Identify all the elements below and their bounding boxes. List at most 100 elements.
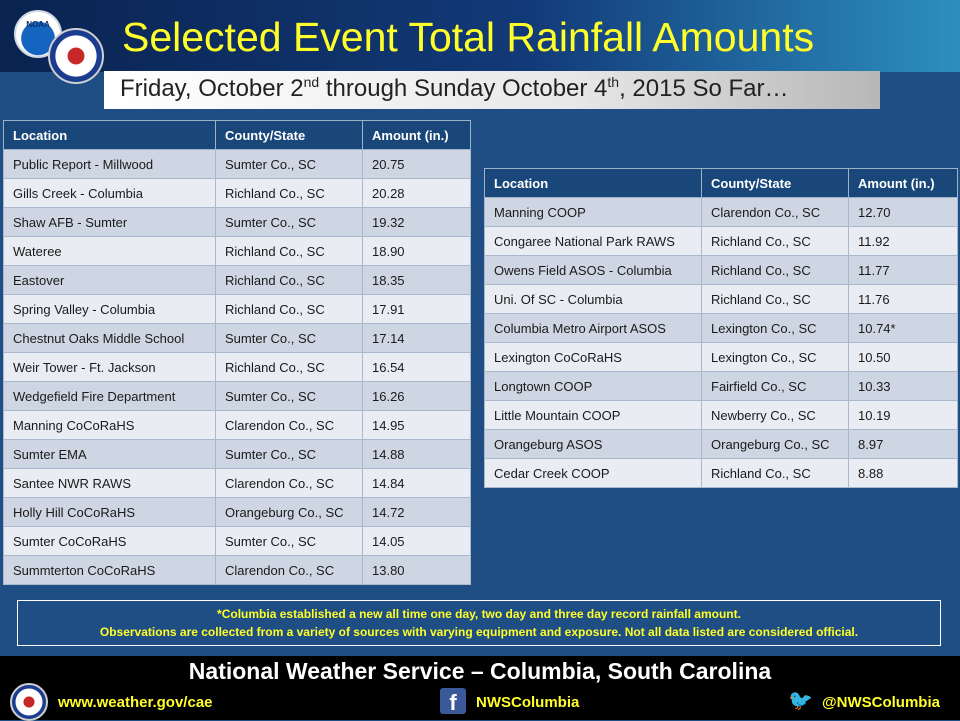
- table-row: Sumter CoCoRaHS Sumter Co., SC 14.05: [3, 526, 471, 556]
- table-row: Eastover Richland Co., SC 18.35: [3, 265, 471, 295]
- subtitle-bar: [104, 71, 880, 109]
- table-row: Wateree Richland Co., SC 18.90: [3, 236, 471, 266]
- county-cell: Clarendon Co., SC: [701, 197, 849, 227]
- footnote-record: *Columbia established a new all time one…: [217, 607, 741, 621]
- subtitle-mid: through Sunday October 4: [319, 75, 608, 102]
- location-cell: Sumter CoCoRaHS: [3, 526, 216, 556]
- amount-cell: 13.80: [362, 555, 471, 585]
- location-cell: Eastover: [3, 265, 216, 295]
- facebook-link[interactable]: NWSColumbia: [476, 694, 580, 711]
- county-cell: Orangeburg Co., SC: [701, 429, 849, 459]
- amount-cell: 14.88: [362, 439, 471, 469]
- county-cell: Fairfield Co., SC: [701, 371, 849, 401]
- county-cell: Richland Co., SC: [215, 352, 363, 382]
- amount-cell: 14.84: [362, 468, 471, 498]
- amount-cell: 8.97: [848, 429, 958, 459]
- table-row: Orangeburg ASOS Orangeburg Co., SC 8.97: [484, 429, 958, 459]
- county-cell: Richland Co., SC: [701, 226, 849, 256]
- location-cell: Wateree: [3, 236, 216, 266]
- table-row: Sumter EMA Sumter Co., SC 14.88: [3, 439, 471, 469]
- footnote-disclaimer: Observations are collected from a variet…: [99, 625, 859, 639]
- column-header: County/State: [215, 120, 363, 150]
- table-row: Wedgefield Fire Department Sumter Co., SC…: [3, 381, 471, 411]
- location-cell: Little Mountain COOP: [484, 400, 702, 430]
- location-cell: Holly Hill CoCoRaHS: [3, 497, 216, 527]
- amount-cell: 10.50: [848, 342, 958, 372]
- county-cell: Sumter Co., SC: [215, 526, 363, 556]
- footer-title: National Weather Service – Columbia, Sou…: [188, 658, 772, 684]
- county-cell: Sumter Co., SC: [215, 439, 363, 469]
- table-row: Columbia Metro Airport ASOS Lexington Co.…: [484, 313, 958, 343]
- column-header: Location: [484, 168, 702, 198]
- county-cell: Lexington Co., SC: [701, 313, 849, 343]
- amount-cell: 16.26: [362, 381, 471, 411]
- noaa-logo-text: NOAA: [26, 20, 50, 29]
- amount-cell: 8.88: [848, 458, 958, 488]
- table-row: Cedar Creek COOP Richland Co., SC 8.88: [484, 458, 958, 488]
- table-row: Longtown COOP Fairfield Co., SC 10.33: [484, 371, 958, 401]
- county-cell: Sumter Co., SC: [215, 381, 363, 411]
- amount-cell: 12.70: [848, 197, 958, 227]
- county-cell: Sumter Co., SC: [215, 323, 363, 353]
- nws-logo: [48, 28, 104, 84]
- county-cell: Orangeburg Co., SC: [215, 497, 363, 527]
- amount-cell: 17.91: [362, 294, 471, 324]
- county-cell: Clarendon Co., SC: [215, 468, 363, 498]
- rainfall-table-left: Location County/State Amount (in.) Public …: [3, 120, 471, 585]
- county-cell: Newberry Co., SC: [701, 400, 849, 430]
- column-header: Amount (in.): [362, 120, 471, 150]
- amount-cell: 11.92: [848, 226, 958, 256]
- column-header: County/State: [701, 168, 849, 198]
- county-cell: Richland Co., SC: [701, 255, 849, 285]
- amount-cell: 11.77: [848, 255, 958, 285]
- nws-logo-small: [10, 683, 48, 721]
- amount-cell: 10.33: [848, 371, 958, 401]
- subtitle-sup-1: nd: [303, 74, 320, 90]
- amount-cell: 20.75: [362, 149, 471, 179]
- location-cell: Manning CoCoRaHS: [3, 410, 216, 440]
- county-cell: Sumter Co., SC: [215, 207, 363, 237]
- location-cell: Congaree National Park RAWS: [484, 226, 702, 256]
- amount-cell: 17.14: [362, 323, 471, 353]
- amount-cell: 18.90: [362, 236, 471, 266]
- twitter-link[interactable]: @NWSColumbia: [822, 694, 940, 711]
- location-cell: Spring Valley - Columbia: [3, 294, 216, 324]
- facebook-icon[interactable]: f: [440, 688, 466, 715]
- table-row: Uni. Of SC - Columbia Richland Co., SC 11.…: [484, 284, 958, 314]
- table-row: Gills Creek - Columbia Richland Co., SC 20…: [3, 178, 471, 208]
- location-cell: Shaw AFB - Sumter: [3, 207, 216, 237]
- amount-cell: 16.54: [362, 352, 471, 382]
- table-row: Lexington CoCoRaHS Lexington Co., SC 10.50: [484, 342, 958, 372]
- county-cell: Lexington Co., SC: [701, 342, 849, 372]
- amount-cell: 19.32: [362, 207, 471, 237]
- location-cell: Orangeburg ASOS: [484, 429, 702, 459]
- location-cell: Sumter EMA: [3, 439, 216, 469]
- amount-cell: 20.28: [362, 178, 471, 208]
- twitter-icon[interactable]: 🐦: [788, 690, 813, 712]
- amount-cell: 18.35: [362, 265, 471, 295]
- amount-cell: 14.72: [362, 497, 471, 527]
- county-cell: Clarendon Co., SC: [215, 410, 363, 440]
- subtitle-suffix: , 2015 So Far…: [619, 75, 789, 102]
- column-header: Location: [3, 120, 216, 150]
- column-header: Amount (in.): [848, 168, 958, 198]
- location-cell: Columbia Metro Airport ASOS: [484, 313, 702, 343]
- table-row: Shaw AFB - Sumter Sumter Co., SC 19.32: [3, 207, 471, 237]
- location-cell: Uni. Of SC - Columbia: [484, 284, 702, 314]
- amount-cell: 10.74*: [848, 313, 958, 343]
- header-banner: [0, 0, 960, 72]
- location-cell: Manning COOP: [484, 197, 702, 227]
- table-row: Little Mountain COOP Newberry Co., SC 10.1…: [484, 400, 958, 430]
- table-row: Chestnut Oaks Middle School Sumter Co., S…: [3, 323, 471, 353]
- table-row: Owens Field ASOS - Columbia Richland Co.,…: [484, 255, 958, 285]
- subtitle-sup-2: th: [607, 74, 620, 90]
- page-subtitle: Friday, October 2nd through Sunday Octob…: [120, 74, 789, 103]
- page-title: Selected Event Total Rainfall Amounts: [122, 14, 815, 60]
- table-row: Congaree National Park RAWS Richland Co.,…: [484, 226, 958, 256]
- location-cell: Gills Creek - Columbia: [3, 178, 216, 208]
- table-row: Summterton CoCoRaHS Clarendon Co., SC 13.8…: [3, 555, 471, 585]
- location-cell: Weir Tower - Ft. Jackson: [3, 352, 216, 382]
- amount-cell: 11.76: [848, 284, 958, 314]
- website-link[interactable]: www.weather.gov/cae: [58, 694, 213, 711]
- county-cell: Richland Co., SC: [701, 458, 849, 488]
